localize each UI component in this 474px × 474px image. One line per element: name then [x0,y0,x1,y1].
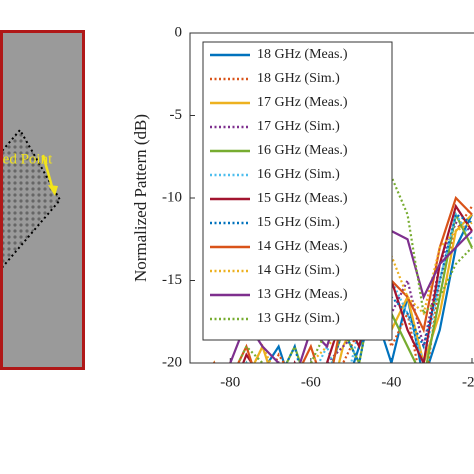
y-tick-label: 0 [175,24,183,40]
legend-label: 17 GHz (Meas.) [257,95,348,110]
x-tick-label: -60 [301,374,321,390]
legend-label: 14 GHz (Sim.) [257,263,340,278]
legend-label: 16 GHz (Sim.) [257,167,340,182]
antenna [0,128,62,272]
legend-label: 13 GHz (Sim.) [257,311,340,326]
legend-label: 16 GHz (Meas.) [257,143,348,158]
legend-label: 18 GHz (Sim.) [257,71,340,86]
arrow-head [48,185,58,196]
y-axis-label: Normalized Pattern (dB) [131,114,150,282]
y-tick-label: -10 [162,189,182,205]
legend-box [202,41,393,341]
photo-border [0,30,85,370]
legend-label: 15 GHz (Sim.) [257,215,340,230]
plot-frame [189,32,474,364]
arrow [41,154,55,191]
legend-label: 17 GHz (Sim.) [257,119,340,134]
legend-label: 13 GHz (Meas.) [257,287,348,302]
y-tick-label: -5 [170,107,183,123]
x-tick-label: -20 [462,374,474,390]
y-tick-label: -20 [162,354,182,370]
legend-label: 18 GHz (Meas.) [257,47,348,62]
legend-label: 14 GHz (Meas.) [257,239,348,254]
legend-label: 15 GHz (Meas.) [257,191,348,206]
series-line [237,174,473,363]
photo: eed Point [0,30,85,370]
plot: 0 -5 -10 -15 -20 -80 -60 -40 -20 18 GHz (Meas.) 18… [162,24,474,390]
x-tick-label: -80 [220,374,240,390]
photo-label: eed Point [0,151,53,167]
x-tick-label: -40 [381,374,401,390]
y-tick-label: -15 [162,272,182,288]
